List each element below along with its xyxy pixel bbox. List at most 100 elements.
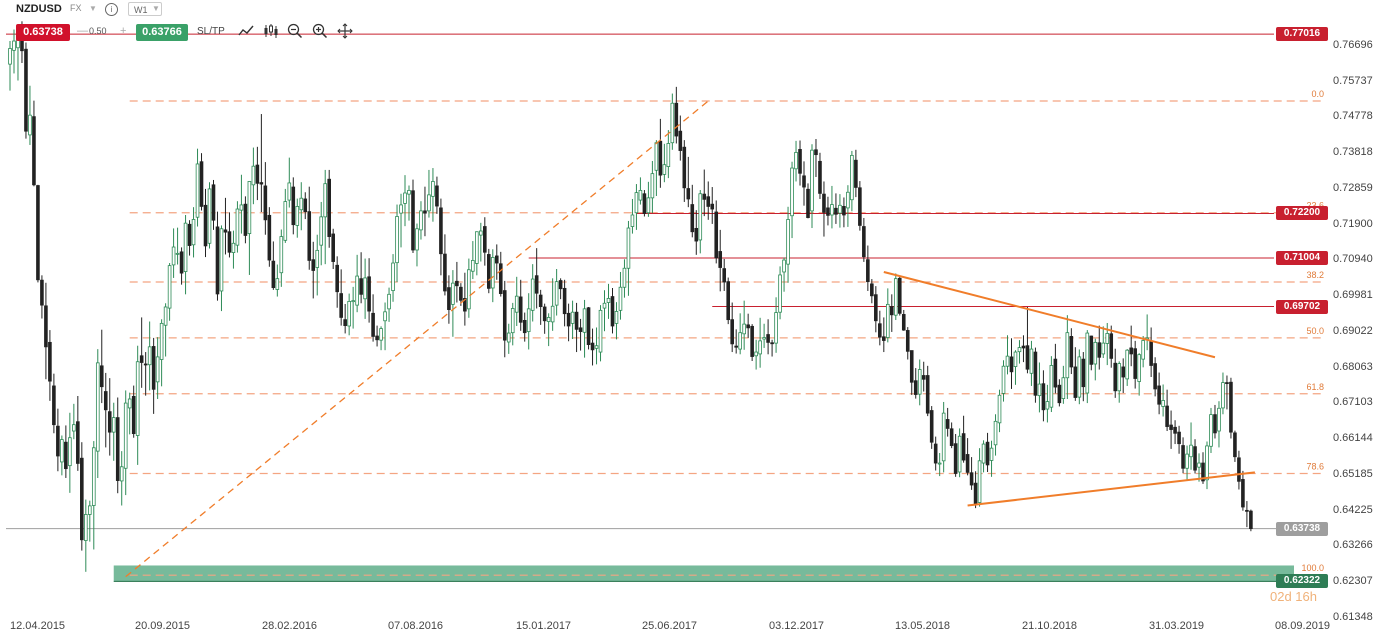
candle-body xyxy=(44,305,48,348)
candle-body xyxy=(371,312,375,337)
candle-body xyxy=(834,207,838,215)
timeframe-select[interactable]: W1 xyxy=(128,2,162,16)
candle-body xyxy=(1049,365,1054,408)
candle-body xyxy=(1193,446,1197,471)
candle-body xyxy=(786,219,790,265)
candle-body xyxy=(95,362,100,452)
candle-body xyxy=(562,287,567,315)
spread-increase-button[interactable]: + xyxy=(120,25,127,37)
candle-body xyxy=(953,443,958,474)
candle-body xyxy=(147,346,152,366)
buy-price-button[interactable]: 0.63766 xyxy=(136,24,188,41)
candle-body xyxy=(594,345,599,349)
timeframe-chevron-icon[interactable]: ▼ xyxy=(152,4,160,13)
candle-body xyxy=(622,267,627,288)
candle-body xyxy=(546,317,551,322)
candle-body xyxy=(1121,366,1126,378)
candle-body xyxy=(1133,348,1137,379)
candle-body xyxy=(654,142,659,171)
info-icon[interactable]: i xyxy=(105,3,118,16)
candle-body xyxy=(103,391,108,411)
chart-toolbar: NZDUSD FX ▼ i W1 ▼ 0.63738 — 0.50 + 0.63… xyxy=(0,0,360,44)
move-icon[interactable] xyxy=(337,23,353,39)
candle-body xyxy=(690,204,695,233)
candle-body xyxy=(471,260,475,272)
zoom-out-icon[interactable] xyxy=(287,23,303,39)
candle-body xyxy=(207,188,212,244)
sell-price-button[interactable]: 0.63738 xyxy=(16,24,70,41)
candle-body xyxy=(1009,356,1014,373)
candle-body xyxy=(806,188,810,218)
fib-level-label: 0.0 xyxy=(1311,89,1324,99)
time-axis-tick: 12.04.2015 xyxy=(10,620,66,632)
candle-body xyxy=(68,437,72,467)
candle-body xyxy=(1005,355,1010,367)
time-axis-tick: 25.06.2017 xyxy=(642,620,698,632)
candle-body xyxy=(534,275,539,294)
candle-body xyxy=(411,190,415,251)
candle-body xyxy=(331,233,335,262)
candle-body xyxy=(658,140,663,176)
price-axis-tick: 0.61348 xyxy=(1333,610,1373,623)
candle-body xyxy=(1129,347,1133,355)
candle-body xyxy=(195,163,200,218)
candle-body xyxy=(1221,382,1225,409)
candle-body xyxy=(323,183,328,218)
candle-body xyxy=(905,330,910,352)
candle-body xyxy=(770,342,774,345)
candle-body xyxy=(259,182,264,185)
candle-body xyxy=(794,152,798,170)
candle-body xyxy=(99,365,104,388)
candle-body xyxy=(854,159,858,188)
candle-body xyxy=(291,186,296,226)
fib-level-label: 61.8 xyxy=(1306,382,1324,392)
candle-body xyxy=(1101,342,1106,355)
candle-body xyxy=(467,269,471,310)
candle-body xyxy=(403,192,407,204)
candle-body xyxy=(1113,362,1118,392)
candle-body xyxy=(435,185,439,207)
horizontal-levels-layer xyxy=(6,33,1326,530)
candle-body xyxy=(893,278,898,316)
candle-body xyxy=(295,206,300,226)
candle-body xyxy=(634,192,639,214)
candle-body xyxy=(1201,462,1205,482)
price-axis-tick: 0.66144 xyxy=(1333,432,1373,445)
time-axis-tick: 21.10.2018 xyxy=(1022,620,1078,632)
candle-body xyxy=(1169,424,1173,430)
zoom-in-icon[interactable] xyxy=(312,23,328,39)
candle-body xyxy=(494,255,499,264)
candle-body xyxy=(391,262,395,291)
price-axis-tick: 0.75737 xyxy=(1333,74,1373,87)
candle-body xyxy=(167,265,172,309)
fib-level-label: 38.2 xyxy=(1306,270,1324,280)
candle-body xyxy=(1085,332,1090,394)
candle-body xyxy=(187,223,192,246)
candle-body xyxy=(933,443,938,464)
symbol-name[interactable]: NZDUSD xyxy=(16,3,62,15)
chevron-down-icon[interactable]: ▼ xyxy=(89,4,97,13)
price-axis-tick: 0.62307 xyxy=(1333,574,1373,587)
candle-body xyxy=(941,412,946,462)
spread-decrease-button[interactable]: — xyxy=(77,25,88,37)
candle-body xyxy=(139,355,144,363)
candle-body xyxy=(726,281,730,321)
candle-body xyxy=(427,194,431,212)
line-chart-icon[interactable] xyxy=(238,23,254,39)
price-axis-tick: 0.63266 xyxy=(1333,539,1373,552)
candle-body xyxy=(1241,479,1245,508)
sl-tp-button[interactable]: SL/TP xyxy=(197,26,225,37)
candle-body xyxy=(1025,345,1030,370)
fib-level-label: 78.6 xyxy=(1306,461,1324,471)
candle-body xyxy=(682,146,687,189)
candle-body xyxy=(718,251,723,268)
candle-body xyxy=(734,345,738,348)
candle-body xyxy=(107,411,112,433)
candle-body xyxy=(64,441,68,470)
candle-body xyxy=(239,204,244,211)
candle-body xyxy=(1173,426,1177,434)
candle-body xyxy=(271,260,276,289)
candlestick-icon[interactable] xyxy=(263,23,279,39)
candle-body xyxy=(283,201,288,241)
